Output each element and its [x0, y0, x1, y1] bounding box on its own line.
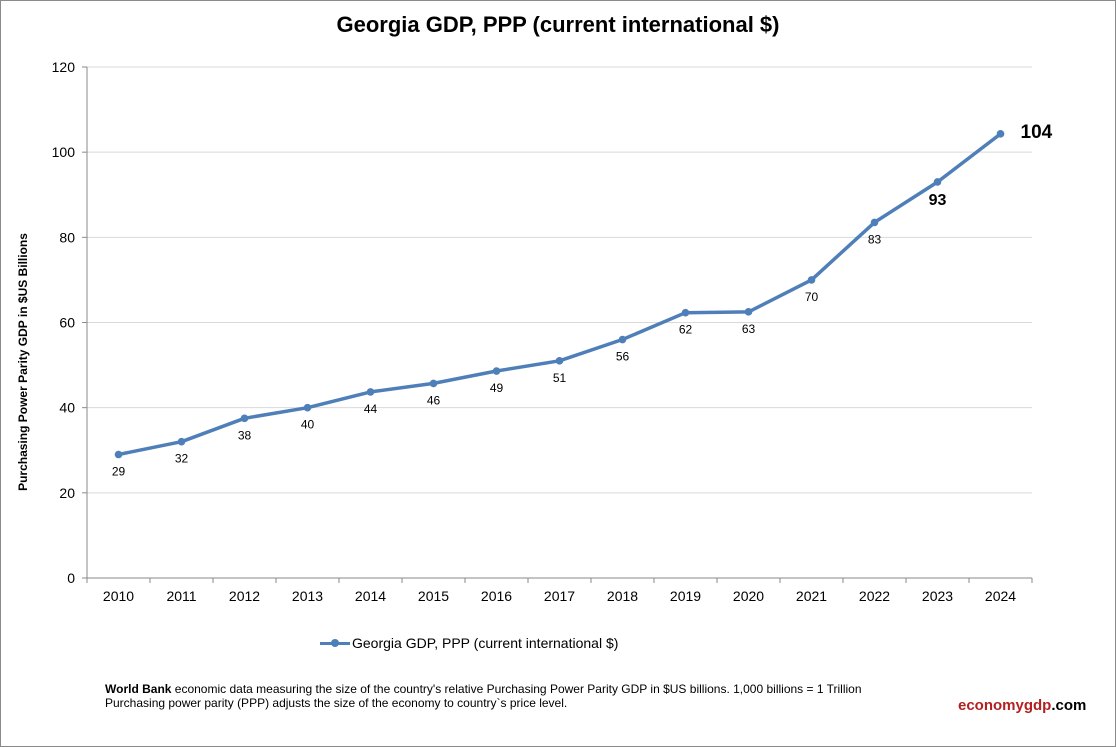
- data-label: 93: [929, 192, 947, 209]
- x-tick-label: 2018: [607, 588, 638, 604]
- data-label: 51: [553, 371, 567, 385]
- data-point: [555, 357, 564, 365]
- y-tick-labels: 0 20 40 60 80 100 120: [52, 59, 76, 586]
- data-point: [303, 403, 312, 412]
- y-tick-label: 100: [52, 144, 76, 160]
- data-point: [429, 379, 438, 388]
- grid-lines: [87, 66, 1032, 494]
- y-tick-label: 20: [59, 485, 75, 501]
- x-tick-label: 2010: [103, 588, 134, 604]
- x-tick-label: 2021: [796, 588, 827, 604]
- data-label: 56: [616, 350, 630, 364]
- data-label: 38: [238, 428, 252, 442]
- data-label: 70: [805, 290, 819, 304]
- x-tick-label: 2024: [985, 588, 1016, 604]
- series-line: [116, 132, 1003, 457]
- legend: Georgia GDP, PPP (current international …: [320, 635, 618, 651]
- data-point: [870, 218, 879, 227]
- data-labels: 29 32 38 40 44 46 49 51 56 62 63 70 83 93 104: [112, 122, 1053, 479]
- y-tick-label: 0: [67, 570, 75, 586]
- x-tick-label: 2012: [229, 588, 260, 604]
- data-point: [744, 308, 753, 316]
- data-label: 49: [490, 381, 504, 395]
- x-tick-label: 2015: [418, 588, 449, 604]
- footnote-line-2: Purchasing power parity (PPP) adjusts th…: [105, 696, 568, 710]
- data-point: [177, 437, 186, 446]
- legend-label: Georgia GDP, PPP (current international …: [352, 635, 619, 651]
- data-label: 63: [742, 322, 756, 336]
- x-tick-label: 2019: [670, 588, 701, 604]
- y-tick-label: 40: [59, 400, 75, 416]
- data-point: [933, 178, 942, 186]
- legend-swatch: [320, 636, 350, 650]
- x-tick-label: 2011: [166, 588, 196, 604]
- y-tick-label: 120: [52, 59, 76, 75]
- chart-title: Georgia GDP, PPP (current international …: [336, 12, 780, 37]
- x-tick-label: 2023: [922, 588, 953, 604]
- x-tick-label: 2013: [292, 588, 323, 604]
- x-tick-label: 2016: [481, 588, 512, 604]
- series-group: [114, 130, 1005, 459]
- data-label: 40: [301, 418, 315, 432]
- data-label: 62: [679, 323, 693, 337]
- brand-part-2: .com: [1051, 697, 1087, 714]
- data-point: [492, 367, 501, 375]
- footnote-line-1: World Bank economic data measuring the s…: [105, 682, 862, 696]
- y-tick-label: 80: [59, 229, 75, 245]
- data-label: 32: [175, 452, 189, 466]
- axes: [82, 66, 1033, 583]
- data-point: [681, 308, 690, 317]
- data-label: 29: [112, 465, 126, 479]
- data-point: [240, 414, 249, 423]
- data-point: [366, 388, 375, 396]
- data-label: 83: [868, 232, 882, 246]
- data-label: 44: [364, 402, 378, 416]
- footnote-source: World Bank: [105, 682, 172, 696]
- data-point: [807, 276, 816, 284]
- footnote: World Bank economic data measuring the s…: [105, 682, 862, 710]
- brand-part-1: economygdp: [958, 697, 1052, 714]
- data-label: 104: [1021, 122, 1053, 143]
- x-tick-label: 2020: [733, 588, 764, 604]
- x-tick-labels: 2010 2011 2012 2013 2014 2015 2016 2017 2018 2019…: [103, 588, 1016, 604]
- y-axis-label: Purchasing Power Parity GDP in $US Billi…: [16, 233, 30, 491]
- x-tick-label: 2017: [544, 588, 575, 604]
- data-label: 46: [427, 393, 441, 407]
- footnote-text-1: economic data measuring the size of the …: [171, 682, 862, 696]
- x-tick-label: 2022: [859, 588, 890, 604]
- x-tick-label: 2014: [355, 588, 386, 604]
- data-point: [618, 335, 627, 344]
- y-tick-label: 60: [59, 315, 75, 331]
- brand-logo: economygdp.com: [958, 697, 1086, 714]
- data-point: [996, 130, 1005, 138]
- data-point: [114, 450, 123, 459]
